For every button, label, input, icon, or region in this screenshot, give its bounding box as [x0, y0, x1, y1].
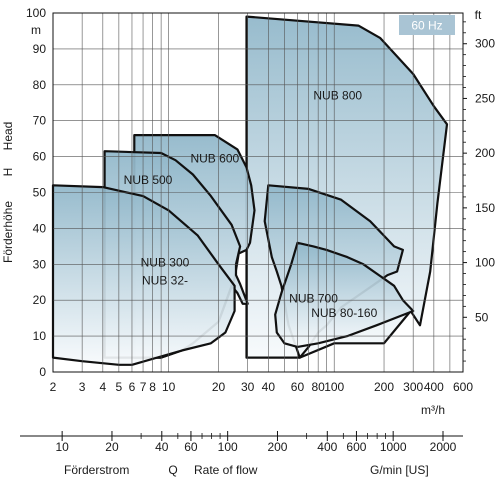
y-label-de: Förderhöhe — [1, 201, 15, 263]
plot-frame — [52, 12, 464, 373]
us-axis-tick-label: 20 — [105, 440, 119, 454]
y-right-tick-label: 100 — [475, 256, 495, 270]
y-tick-label: 20 — [33, 293, 47, 307]
x-tick-label: 30 — [241, 380, 255, 394]
region-labels: NUB 800 NUB 600 NUB 500 NUB 300 NUB 32- NUB 7… — [124, 89, 378, 320]
x-tick-label: 40 — [262, 380, 276, 394]
region-nub-80-160 — [274, 241, 415, 348]
x-tick-label: 3 — [79, 380, 86, 394]
region-label: NUB 300 — [141, 256, 190, 270]
y-tick-label: 60 — [33, 150, 47, 164]
y-label-en: Head — [1, 122, 15, 151]
x-tick-label: 60 — [291, 380, 305, 394]
y-tick-label: 80 — [33, 78, 47, 92]
x-tick-label: 6 — [129, 380, 136, 394]
frequency-badge-background — [399, 15, 455, 35]
us-axis-tick-label: 100 — [218, 440, 238, 454]
y-label-symbol: H — [1, 168, 15, 177]
region-label: NUB 500 — [124, 173, 173, 187]
x-tick-label: 200 — [374, 380, 394, 394]
y-right-tick-label: 150 — [475, 201, 495, 215]
axes: 0 10 20 30 40 50 60 70 80 90 100 50 100 150 200 250 300 2… — [26, 6, 495, 394]
y-tick-label: 100 — [26, 6, 46, 20]
y-unit-left: m — [31, 23, 41, 37]
x-tick-label: 80 — [311, 380, 325, 394]
y-tick-label: 30 — [33, 257, 47, 271]
x-tick-label: 2 — [50, 380, 57, 394]
performance-regions — [51, 15, 449, 366]
y-tick-label: 0 — [39, 365, 46, 379]
x-tick-label: 8 — [149, 380, 156, 394]
us-axis-tick-label: 600 — [346, 440, 366, 454]
x-label-en: Rate of flow — [194, 463, 258, 477]
region-label: NUB 80-160 — [311, 306, 377, 320]
x-tick-label: 10 — [162, 380, 176, 394]
x-unit: m³/h — [421, 403, 445, 417]
y-tick-label: 10 — [33, 329, 47, 343]
y-tick-label: 70 — [33, 114, 47, 128]
y-tick-label: 50 — [33, 186, 47, 200]
y-right-tick-label: 250 — [475, 91, 495, 105]
y-unit-right: ft — [475, 8, 482, 22]
us-axis-tick-label: 10 — [55, 440, 69, 454]
us-axis-unit: G/min [US] — [370, 463, 429, 477]
x-tick-label: 7 — [140, 380, 147, 394]
region-label: NUB 32- — [142, 273, 188, 287]
frequency-badge-text: 60 Hz — [411, 19, 442, 33]
us-axis-tick-label: 400 — [317, 440, 337, 454]
us-axis-tick-label: 1000 — [380, 440, 407, 454]
x-tick-label: 600 — [453, 380, 473, 394]
us-axis-tick-label: 60 — [184, 440, 198, 454]
x-tick-label: 4 — [99, 380, 106, 394]
y-right-tick-label: 200 — [475, 146, 495, 160]
y-tick-label: 40 — [33, 221, 47, 235]
x-label-de: Förderstrom — [64, 463, 129, 477]
region-nub-300 — [51, 184, 236, 366]
us-axis-tick-label: 2000 — [430, 440, 457, 454]
x-tick-label: 5 — [116, 380, 123, 394]
us-gallons-axis: 10 20 40 60 100 200 400 600 1000 2000 — [55, 431, 457, 454]
y-right-tick-label: 50 — [475, 310, 489, 324]
x-tick-label: 20 — [212, 380, 226, 394]
x-tick-label: 400 — [424, 380, 444, 394]
x-tick-label: 100 — [324, 380, 344, 394]
region-label: NUB 700 — [289, 291, 338, 305]
us-axis-tick-label: 200 — [267, 440, 287, 454]
y-tick-label: 90 — [33, 42, 47, 56]
x-tick-label: 300 — [403, 380, 423, 394]
x-label-symbol: Q — [168, 463, 177, 477]
region-label: NUB 800 — [313, 89, 362, 103]
us-axis-tick-label: 40 — [155, 440, 169, 454]
region-label: NUB 600 — [190, 151, 239, 165]
y-right-tick-label: 300 — [475, 37, 495, 51]
frequency-badge: 60 Hz — [399, 15, 455, 35]
